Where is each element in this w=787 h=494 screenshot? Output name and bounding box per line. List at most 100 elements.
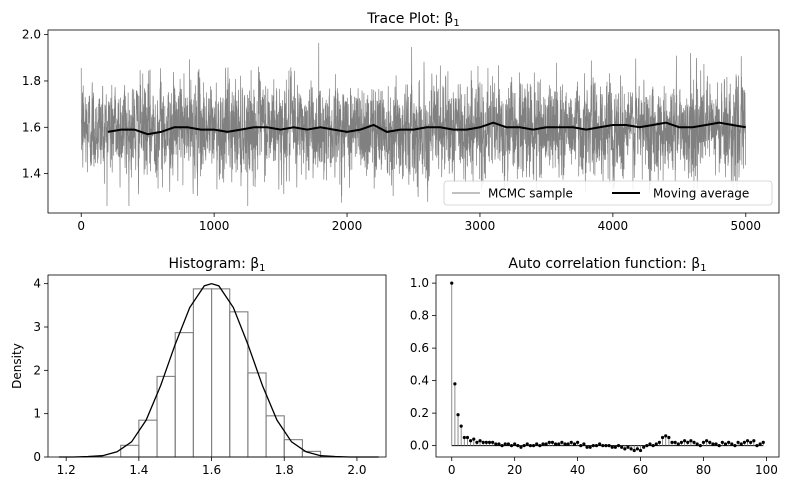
acf-point [676, 442, 680, 446]
acf-point [503, 442, 507, 446]
acf-point [660, 435, 665, 440]
acf-point [664, 434, 668, 438]
acf-point [465, 435, 470, 440]
y-tick-label: 0 [33, 450, 41, 464]
acf-point [701, 440, 706, 444]
acf-point [585, 445, 589, 449]
acf-point [472, 437, 476, 441]
acf-point [730, 442, 734, 446]
acf-point [689, 439, 693, 443]
y-tick-label: 0.2 [410, 406, 429, 420]
acf-point [475, 440, 479, 444]
acf-point [541, 442, 545, 446]
acf-point [739, 442, 743, 446]
x-tick-label: 0 [77, 219, 85, 233]
acf-point [557, 442, 561, 446]
acf-point [616, 444, 621, 448]
x-tick-label: 80 [696, 463, 711, 477]
x-tick-label: 4000 [598, 219, 629, 233]
acf-point [582, 442, 586, 446]
acf-point [576, 440, 580, 444]
acf-point [513, 442, 517, 446]
acf-point [462, 435, 466, 440]
acf-point [695, 442, 699, 446]
chart-title-main: Histogram: β [168, 256, 259, 272]
acf-point [698, 444, 702, 448]
histogram-bar [138, 419, 158, 458]
y-tick-label: 0.0 [410, 439, 429, 453]
acf-point [538, 444, 542, 448]
acf-point [635, 447, 639, 451]
acf-point [560, 440, 564, 444]
trace-series [80, 42, 746, 207]
acf-point [450, 281, 454, 285]
acf-point [598, 442, 602, 446]
y-tick-label: 1.4 [22, 167, 41, 181]
acf-point [755, 444, 759, 448]
kde-curve [58, 282, 379, 458]
acf-point [516, 444, 520, 448]
x-tick-label: 100 [755, 463, 778, 477]
histogram-bar [174, 332, 194, 458]
acf-point [673, 440, 677, 444]
acf-point [459, 424, 463, 428]
acf-point [547, 440, 551, 444]
acf-point [720, 440, 724, 444]
x-tick-label: 1000 [199, 219, 230, 233]
y-tick-label: 1.6 [22, 120, 41, 134]
acf-point [645, 444, 649, 448]
x-tick-label: 40 [570, 463, 585, 477]
x-tick-label: 2.0 [347, 463, 366, 477]
x-tick-label: 0 [448, 463, 456, 477]
histogram-bar [192, 288, 213, 458]
histogram-bar [247, 372, 267, 458]
acf-point [481, 440, 485, 444]
acf-point [591, 444, 595, 448]
acf-point [717, 444, 721, 448]
chart-title: Histogram: β1 [168, 256, 265, 274]
acf-point [491, 440, 495, 444]
legend-label-trace: MCMC sample [488, 187, 573, 201]
y-tick-label: 0.8 [410, 309, 429, 323]
acf-point [682, 439, 687, 443]
acf-point [692, 440, 696, 444]
acf-point [478, 439, 482, 443]
acf-point [572, 442, 577, 446]
acf-point [610, 445, 614, 449]
acf-point [749, 440, 753, 444]
acf-point [708, 440, 712, 444]
acf-point [563, 442, 567, 446]
acf-point [531, 444, 536, 448]
y-tick-label: 2.0 [22, 28, 41, 42]
moving-average-series [107, 121, 746, 136]
y-axis-label: Density [10, 343, 24, 389]
acf-point [528, 444, 533, 448]
acf-point [484, 440, 488, 444]
x-tick-label: 5000 [730, 219, 761, 233]
acf-point [714, 442, 718, 446]
chart-title: Trace Plot: β1 [366, 11, 459, 29]
acf-axes-frame [435, 274, 780, 458]
acf-point [648, 442, 652, 446]
acf-point [497, 442, 501, 446]
histogram-axes-frame [47, 274, 387, 458]
x-tick-label: 1.4 [129, 463, 148, 477]
legend-box [443, 180, 773, 206]
acf-point [623, 447, 627, 451]
acf-point [601, 444, 605, 448]
y-tick-label: 4 [33, 277, 41, 291]
acf-point [613, 445, 617, 449]
acf-point [566, 442, 570, 446]
acf-point [500, 444, 504, 448]
histogram-bar [283, 439, 303, 458]
acf-point [705, 439, 709, 443]
acf-point [453, 382, 457, 386]
acf-point [758, 442, 762, 446]
histogram-bar [301, 450, 322, 458]
x-tick-label: 1.6 [202, 463, 221, 477]
acf-point [509, 444, 514, 448]
histogram-bar [265, 415, 285, 458]
acf-point [487, 440, 492, 444]
acf-point [745, 439, 750, 443]
acf-point [657, 440, 662, 444]
